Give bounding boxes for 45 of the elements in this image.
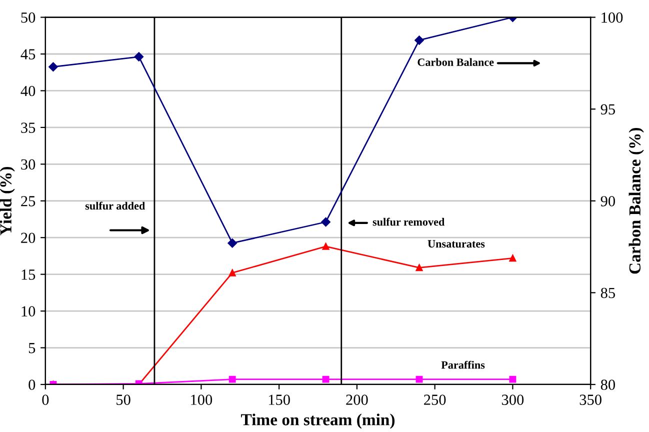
y-tick-label: 0 (28, 380, 36, 390)
x-tick-label: 350 (580, 394, 602, 405)
point (509, 254, 516, 262)
ref-line-label: sulfur removed (372, 218, 445, 226)
y2-tick-label: 100 (602, 12, 623, 23)
y-tick-label: 45 (20, 49, 36, 60)
y2-axis-title: Carbon Balance (%) (628, 128, 644, 274)
point (228, 238, 237, 248)
y-tick-label: 15 (22, 270, 36, 280)
x-tick-label: 0 (42, 394, 49, 405)
point (134, 52, 144, 62)
series-label: Carbon Balance (418, 58, 494, 66)
series-label: Paraffins (441, 360, 485, 369)
y-tick-label: 50 (21, 12, 36, 23)
x-tick-label: 300 (502, 394, 524, 405)
y2-tick-label: 90 (600, 196, 616, 206)
x-axis-title: Time on stream (min) (241, 414, 395, 429)
point (414, 36, 424, 45)
y-tick-label: 20 (21, 232, 36, 244)
point (322, 376, 330, 383)
point (48, 62, 58, 72)
point (416, 264, 423, 272)
x-tick-label: 100 (191, 394, 212, 405)
point (228, 269, 236, 276)
y-tick-label: 35 (21, 122, 36, 133)
y-tick-label: 25 (21, 196, 36, 206)
point (321, 217, 330, 227)
y-axis-title: Yield (%) (0, 166, 15, 236)
x-tick-label: 50 (116, 394, 130, 405)
y-tick-label: 5 (28, 343, 36, 354)
x-tick-label: 150 (268, 394, 290, 405)
y-tick-label: 10 (22, 306, 36, 316)
x-tick-label: 200 (346, 394, 368, 405)
y-tick-label: 40 (20, 86, 36, 96)
point (416, 376, 423, 383)
y-tick-label: 30 (21, 159, 36, 170)
y2-tick-label: 85 (600, 288, 615, 298)
y2-tick-label: 95 (600, 104, 615, 115)
ref-line-label: sulfur added (85, 202, 145, 210)
x-tick-label: 250 (424, 394, 446, 405)
point (322, 242, 330, 250)
series-label: Unsaturates (428, 240, 485, 248)
y2-tick-label: 80 (600, 380, 616, 390)
point (228, 376, 236, 383)
point (509, 376, 516, 383)
